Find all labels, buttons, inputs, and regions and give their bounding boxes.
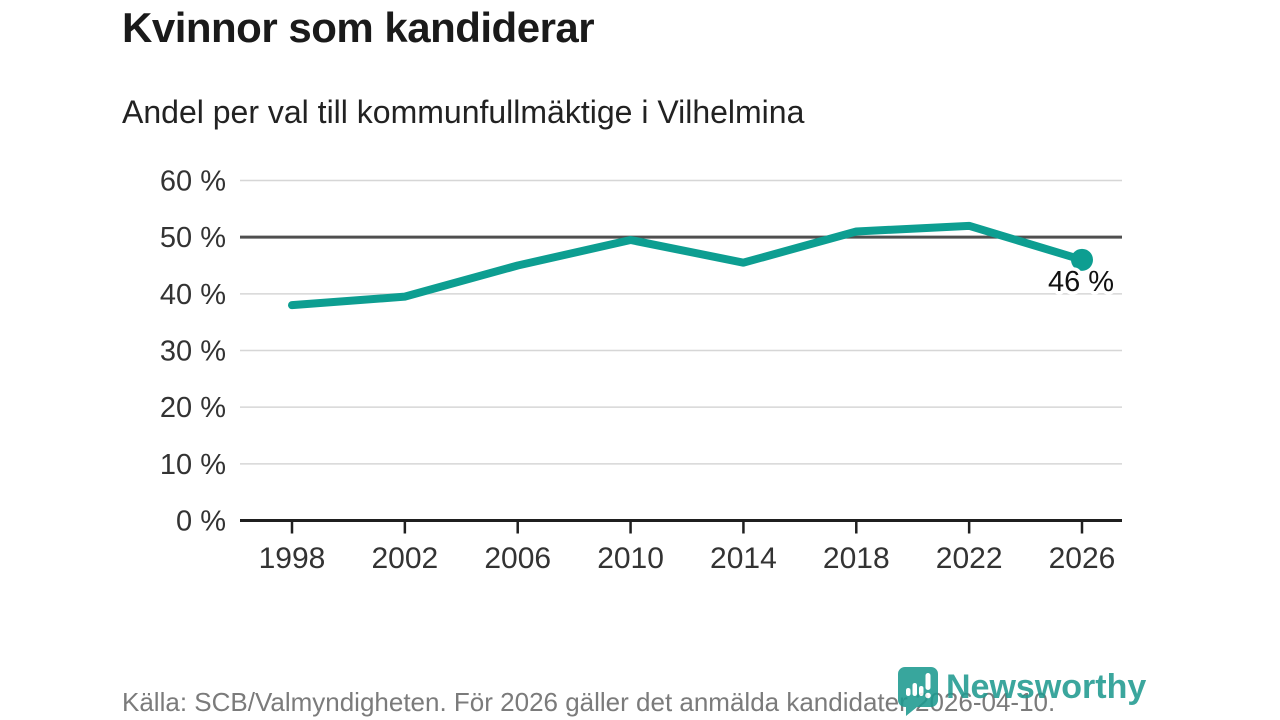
y-tick-label: 0 %	[176, 506, 226, 538]
y-tick-label: 40 %	[160, 279, 226, 311]
newsworthy-wordmark: Newsworthy	[946, 668, 1147, 706]
x-tick-label: 2010	[597, 542, 664, 575]
y-tick-label: 10 %	[160, 449, 226, 481]
data-line	[288, 221, 1086, 310]
chart-title: Kvinnor som kandiderar	[122, 4, 595, 51]
x-tick-label: 2002	[371, 542, 438, 575]
newsworthy-speech-bubble-chart-icon	[898, 667, 938, 716]
x-tick-label: 2018	[823, 542, 890, 575]
y-tick-label: 30 %	[160, 336, 226, 368]
x-tick-label: 2022	[936, 542, 1003, 575]
x-tick-label: 2026	[1049, 542, 1116, 575]
y-tick-label: 50 %	[160, 222, 226, 254]
newsworthy-logo: Newsworthy	[897, 666, 1146, 716]
y-tick-label: 60 %	[160, 166, 226, 198]
y-tick-label: 20 %	[160, 392, 226, 424]
end-value-label: 46 %	[1048, 266, 1114, 298]
x-tick-label: 2006	[484, 542, 551, 575]
x-tick-label: 2014	[710, 542, 777, 575]
x-tick-label: 1998	[259, 542, 326, 575]
end-data-point	[1071, 248, 1093, 271]
chart-subtitle: Andel per val till kommunfullmäktige i V…	[122, 94, 805, 130]
